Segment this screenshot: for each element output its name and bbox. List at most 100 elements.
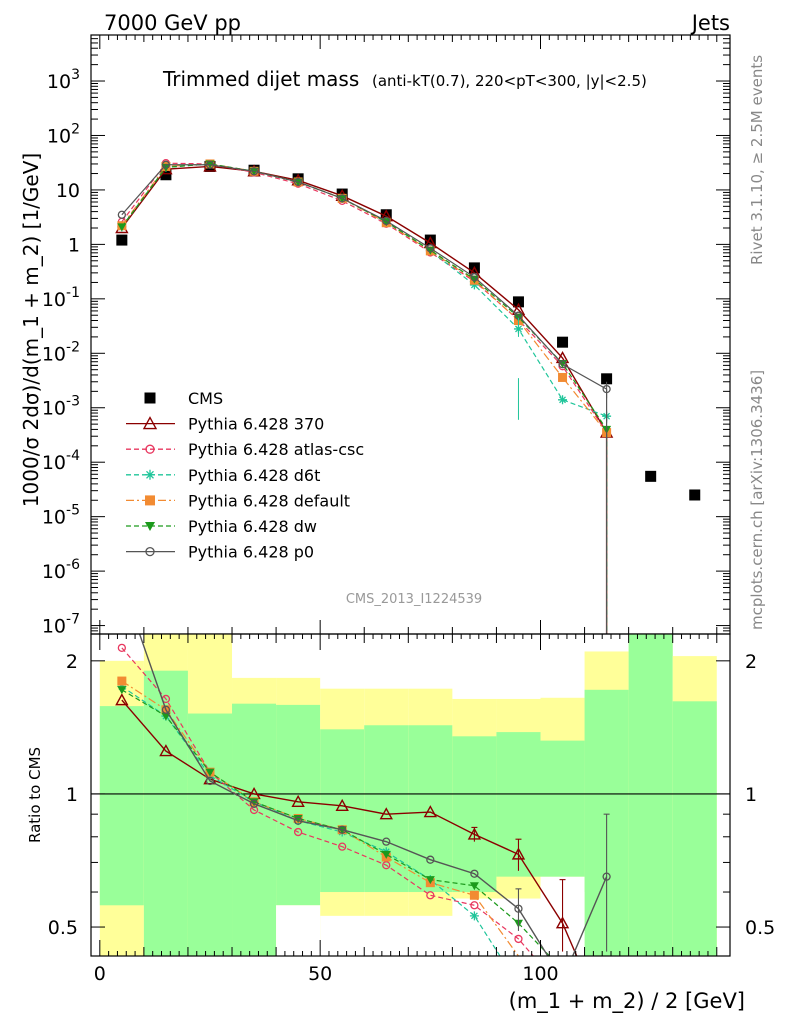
point-p0 xyxy=(382,216,391,226)
main-plot-marks xyxy=(115,159,701,634)
ratio-point-atlas_csc xyxy=(426,891,435,900)
ratio-point-atlas_csc xyxy=(117,643,126,652)
ratio-line-atlas_csc xyxy=(121,647,534,956)
x-tick-label: 100 xyxy=(522,963,558,985)
ratio-point-atlas_csc xyxy=(382,861,391,870)
ratio-point-370 xyxy=(555,916,570,929)
ratio-point-370 xyxy=(467,827,482,840)
ratio-frame xyxy=(90,633,731,957)
legend-marker-default xyxy=(145,495,155,506)
band-green xyxy=(628,634,673,956)
y-tick-label: 1 xyxy=(68,234,80,256)
y-tick-label: 10-7 xyxy=(42,612,80,638)
ratio-point-370 xyxy=(115,693,129,706)
y-tick-label: 102 xyxy=(47,121,80,147)
point-p0 xyxy=(293,177,303,187)
ratio-point-p0 xyxy=(293,816,303,825)
legend-label-370: Pythia 6.428 370 xyxy=(188,415,324,434)
legend-label-dw: Pythia 6.428 dw xyxy=(188,517,317,536)
rivet-label: Rivet 3.1.10, ≥ 2.5M events xyxy=(748,55,766,265)
ratio-y-tick-label: 1 xyxy=(66,784,78,806)
ratio-point-p0 xyxy=(205,776,215,786)
ratio-point-default xyxy=(117,676,127,686)
legend-label-atlas_csc: Pythia 6.428 atlas-csc xyxy=(188,440,364,459)
legend: CMS Pythia 6.428 370 Pythia 6.428 atlas-cs… xyxy=(126,389,364,562)
ratio-point-370 xyxy=(423,805,438,818)
chart-title: Trimmed dijet mass xyxy=(162,67,359,91)
ratio-line-default xyxy=(121,680,519,956)
point-dw xyxy=(469,275,479,284)
legend-label-CMS: CMS xyxy=(188,389,223,408)
point-p0 xyxy=(161,160,171,169)
ratio-point-dw xyxy=(293,814,303,823)
point-p0 xyxy=(249,167,259,176)
legend-marker-CMS xyxy=(144,392,156,404)
x-axis-label: (m_1 + m_2) / 2 [GeV] xyxy=(509,989,745,1014)
ratio-point-370 xyxy=(511,847,526,860)
y-tick-label: 10-6 xyxy=(42,557,80,583)
header-right: Jets xyxy=(690,11,730,35)
ratio-point-p0 xyxy=(514,904,523,913)
point-p0 xyxy=(205,160,215,169)
ratio-point-370 xyxy=(379,807,393,820)
ratio-point-atlas_csc xyxy=(338,842,347,851)
ratio-point-d6t xyxy=(469,911,479,921)
main-y-axis-label: 1000/σ 2dσ)/d(m_1 + m_2) [1/GeV] xyxy=(19,153,43,507)
y-tick-label: 103 xyxy=(47,67,80,93)
ratio-axes: 0.5 0.5 1 1 2 2 0 50 100 xyxy=(48,634,775,985)
point-CMS xyxy=(116,234,128,246)
x-tick-label: 0 xyxy=(94,963,106,985)
x-tick-label: 50 xyxy=(308,963,332,985)
ratio-line-370 xyxy=(121,699,578,956)
ratio-point-dw xyxy=(425,876,435,885)
point-dw xyxy=(425,246,435,255)
legend-label-d6t: Pythia 6.428 d6t xyxy=(188,466,320,485)
ratio-point-p0 xyxy=(382,837,391,846)
band-green xyxy=(540,740,585,877)
ratio-y-axis-label: Ratio to CMS xyxy=(26,747,44,843)
point-dw xyxy=(117,223,127,232)
ratio-point-default xyxy=(469,890,479,900)
point-CMS xyxy=(380,209,392,221)
ratio-point-p0 xyxy=(338,825,347,834)
ratio-y-tick-label-right: 0.5 xyxy=(745,917,775,939)
point-CMS xyxy=(601,373,613,385)
ratio-y-tick-label-right: 2 xyxy=(745,651,757,673)
point-d6t xyxy=(558,395,568,405)
chart-subtitle: (anti-kT(0.7), 220<pT<300, |y|<2.5) xyxy=(372,72,647,90)
point-p0 xyxy=(338,194,347,203)
point-CMS xyxy=(160,169,172,181)
ratio-point-dw xyxy=(205,768,215,777)
band-green xyxy=(408,725,453,893)
legend-label-p0: Pythia 6.428 p0 xyxy=(188,543,314,562)
ratio-point-370 xyxy=(291,794,305,807)
mcplots-label: mcplots.cern.ch [arXiv:1306.3436] xyxy=(748,370,766,630)
point-p0 xyxy=(117,210,126,219)
ratio-point-dw xyxy=(469,882,479,891)
series-line-p0 xyxy=(121,164,608,634)
header-left: 7000 GeV pp xyxy=(104,11,241,35)
point-CMS xyxy=(689,489,701,501)
y-tick-label: 10-1 xyxy=(42,285,80,311)
band-green xyxy=(232,703,277,956)
legend-label-default: Pythia 6.428 default xyxy=(188,491,350,510)
ratio-point-atlas_csc xyxy=(249,805,259,815)
point-dw xyxy=(513,313,523,322)
point-CMS xyxy=(557,336,569,348)
ratio-point-p0 xyxy=(426,855,435,864)
legend-marker-dw xyxy=(145,522,155,531)
y-tick-label: 10-5 xyxy=(42,503,80,529)
analysis-watermark: CMS_2013_I1224539 xyxy=(346,592,482,607)
legend-marker-atlas_csc xyxy=(145,444,155,454)
ratio-bands xyxy=(91,634,730,956)
ratio-point-p0 xyxy=(249,799,259,808)
ratio-point-370 xyxy=(335,798,349,812)
band-green xyxy=(99,706,144,906)
point-p0 xyxy=(558,360,567,369)
ratio-point-atlas_csc xyxy=(293,827,303,837)
legend-marker-d6t xyxy=(145,469,155,480)
point-CMS xyxy=(424,234,436,246)
point-default xyxy=(558,372,568,382)
ratio-point-atlas_csc xyxy=(514,934,523,944)
point-d6t xyxy=(469,280,479,290)
